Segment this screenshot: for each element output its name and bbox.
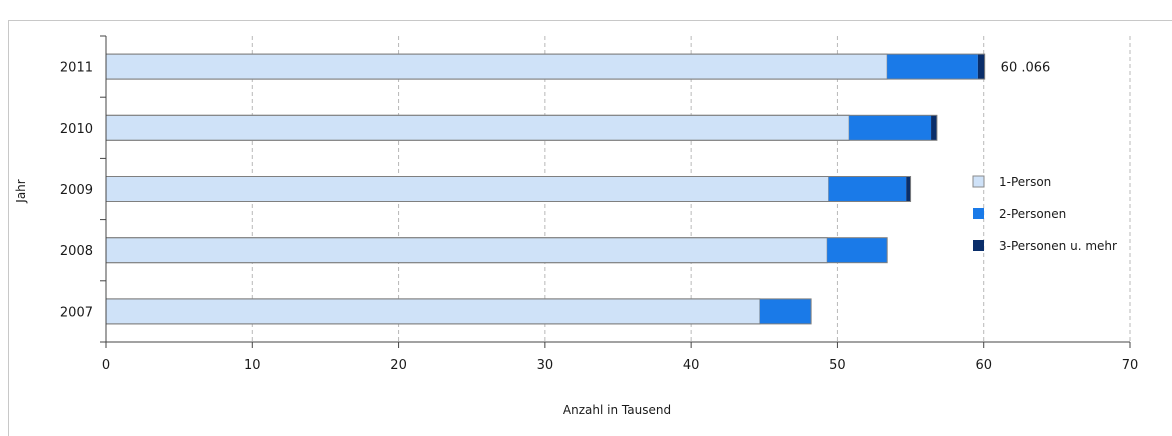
bar-2011-series-3 <box>977 54 985 80</box>
legend-swatch-1 <box>972 175 985 188</box>
legend-swatch-3 <box>973 240 984 251</box>
bar-2008-series-2 <box>827 237 888 263</box>
legend-label-1: 1-Person <box>999 175 1051 189</box>
x-tick-label-70: 70 <box>1122 358 1139 373</box>
bar-2009-series-3 <box>906 176 911 202</box>
bar-2010-series-2 <box>849 115 932 141</box>
y-tick-label-2009: 2009 <box>60 183 93 198</box>
bar-2010-series-1 <box>105 114 850 141</box>
axes <box>100 35 1131 348</box>
y-tick-label-2011: 2011 <box>60 61 93 76</box>
x-tick-label-30: 30 <box>537 358 554 373</box>
data-label-2011: 60 .066 <box>1001 61 1051 76</box>
data-labels: 60 .066 <box>1001 61 1051 76</box>
legend-label-3: 3-Personen u. mehr <box>999 239 1117 253</box>
y-tick-label-2008: 2008 <box>60 244 93 259</box>
y-tick-labels: 2007 2008 2009 2010 2011 <box>60 61 93 321</box>
gridlines <box>251 36 1131 342</box>
bar-2009-series-2 <box>828 176 907 202</box>
x-tick-label-40: 40 <box>683 358 700 373</box>
bar-2007-series-2 <box>759 298 812 324</box>
x-tick-label-20: 20 <box>390 358 407 373</box>
bar-2010-series-3 <box>931 115 937 141</box>
x-tick-label-60: 60 <box>975 358 992 373</box>
legend: 1-Person 2-Personen 3-Personen u. mehr <box>972 175 1117 253</box>
legend-label-2: 2-Personen <box>999 207 1066 221</box>
bar-2011-series-2 <box>887 54 978 80</box>
bar-2009-series-1 <box>105 176 830 202</box>
x-axis-title: Anzahl in Tausend <box>563 403 671 417</box>
y-tick-label-2010: 2010 <box>60 122 93 137</box>
bar-2008-series-1 <box>105 237 828 264</box>
bars <box>105 53 986 325</box>
y-tick-label-2007: 2007 <box>60 305 93 320</box>
y-axis-title: Jahr <box>14 179 28 203</box>
x-tick-label-0: 0 <box>102 358 110 373</box>
bar-2011-series-1 <box>105 53 888 80</box>
legend-swatch-2 <box>973 208 984 219</box>
bar-2007-series-1 <box>105 298 761 325</box>
x-tick-labels: 0 10 20 30 40 50 60 70 <box>102 358 1138 373</box>
chart-frame <box>8 20 1172 436</box>
x-tick-label-10: 10 <box>244 358 261 373</box>
x-tick-label-50: 50 <box>829 358 846 373</box>
